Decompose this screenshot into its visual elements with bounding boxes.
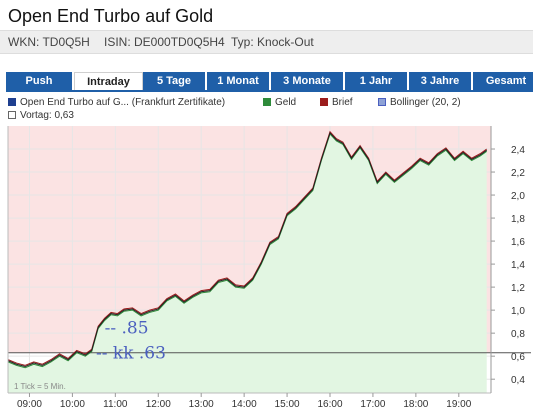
chart-annotation: -- .85: [105, 318, 149, 338]
tick-interval-note: 1 Tick = 5 Min.: [14, 382, 66, 391]
geld-swatch: [263, 98, 271, 106]
legend-main-series[interactable]: Open End Turbo auf G... (Frankfurt Zerti…: [8, 97, 225, 108]
tab-intraday[interactable]: Intraday: [74, 72, 143, 90]
x-tick-label: 18:00: [403, 399, 428, 410]
y-tick-label: 1,4: [511, 260, 525, 271]
x-tick-label: 10:00: [60, 399, 85, 410]
legend-vortag-label: Vortag: 0,63: [20, 110, 74, 121]
tab-3-jahre[interactable]: 3 Jahre: [409, 72, 471, 90]
brief-swatch: [320, 98, 328, 106]
tab-5-tage[interactable]: 5 Tage: [143, 72, 205, 90]
main-series-line: [7, 131, 487, 368]
x-tick-label: 14:00: [232, 399, 257, 410]
brief-series-line: [7, 130, 487, 366]
y-tick-label: 0,8: [511, 329, 525, 340]
tab-1-jahr[interactable]: 1 Jahr: [345, 72, 407, 90]
legend-main-label: Open End Turbo auf G... (Frankfurt Zerti…: [20, 97, 226, 108]
x-tick-label: 17:00: [360, 399, 385, 410]
tab-divider: [6, 90, 533, 92]
y-tick-label: 2,2: [511, 168, 525, 179]
main-series-swatch: [8, 98, 16, 106]
x-tick-label: 12:00: [146, 399, 171, 410]
legend-bollinger-label: Bollinger (20, 2): [390, 97, 461, 108]
intraday-chart: 0,4 0,6 0,8 1,0 1,2 1,4 1,6 1,8 2,0 2,2 2,4 09:00 10…: [0, 124, 533, 411]
geld-series-line: [7, 133, 487, 369]
x-tick-label: 09:00: [17, 399, 42, 410]
legend-brief-label: Brief: [332, 97, 353, 108]
y-tick-label: 0,6: [511, 352, 525, 363]
wkn-label: WKN: TD0Q5H: [8, 35, 90, 49]
tab-gesamt[interactable]: Gesamt: [473, 72, 533, 90]
page-title: Open End Turbo auf Gold: [8, 6, 214, 26]
chart-svg: 0,4 0,6 0,8 1,0 1,2 1,4 1,6 1,8 2,0 2,2 2,4 09:00 10…: [7, 126, 531, 410]
isin-label: ISIN: DE000TD0Q5H4: [104, 35, 225, 49]
y-tick-label: 2,0: [511, 191, 525, 202]
x-tick-label: 19:00: [446, 399, 471, 410]
legend-vortag[interactable]: Vortag: 0,63: [8, 110, 74, 121]
x-tick-label: 15:00: [275, 399, 300, 410]
x-tick-label: 11:00: [103, 399, 128, 410]
tab-1-monat[interactable]: 1 Monat: [207, 72, 269, 90]
y-tick-label: 1,2: [511, 283, 525, 294]
legend-bollinger[interactable]: Bollinger (20, 2): [378, 97, 461, 108]
tab-3-monate[interactable]: 3 Monate: [271, 72, 343, 90]
tab-push[interactable]: Push: [6, 72, 72, 90]
legend-geld-label: Geld: [275, 97, 297, 108]
legend-brief[interactable]: Brief: [320, 97, 353, 108]
chart-legend: Open End Turbo auf G... (Frankfurt Zerti…: [6, 96, 526, 124]
x-tick-label: 13:00: [189, 399, 214, 410]
y-tick-label: 2,4: [511, 145, 525, 156]
vortag-swatch: [8, 111, 16, 119]
bollinger-swatch: [378, 98, 386, 106]
y-tick-label: 1,8: [511, 214, 525, 225]
y-tick-label: 1,0: [511, 306, 525, 317]
timeframe-tabs: Push Intraday 5 Tage 1 Monat 3 Monate 1 …: [6, 72, 533, 90]
y-tick-label: 1,6: [511, 237, 525, 248]
price-area-fill: [8, 134, 487, 393]
type-label: Typ: Knock-Out: [231, 35, 314, 49]
y-tick-label: 0,4: [511, 375, 525, 386]
legend-geld[interactable]: Geld: [263, 97, 296, 108]
security-id-bar: WKN: TD0Q5H ISIN: DE000TD0Q5H4 Typ: Knoc…: [0, 30, 533, 54]
chart-annotation: -- kk .63: [96, 344, 166, 364]
x-tick-label: 16:00: [317, 399, 342, 410]
